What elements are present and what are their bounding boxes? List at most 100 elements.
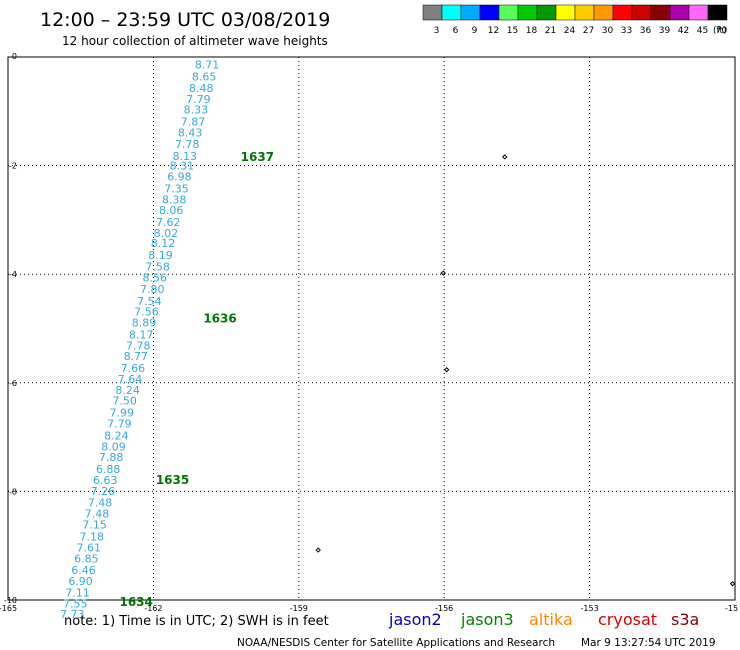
y-tick-label: -8 xyxy=(9,487,17,496)
x-tick-label: -162 xyxy=(144,604,162,613)
swh-sample: 7.11 xyxy=(65,586,90,599)
x-tick-label: -15 xyxy=(725,604,738,613)
island-markers xyxy=(315,154,736,587)
swh-sample: 8.56 xyxy=(142,271,167,284)
color-bin-label: 9 xyxy=(472,26,478,36)
time-label: 1636 xyxy=(203,312,236,326)
y-axis-ticks: 0 -2 -4 -6 -8 -10 xyxy=(4,52,17,605)
legend-cryosat: cryosat xyxy=(598,610,657,629)
swh-sample: 7.79 xyxy=(186,93,211,106)
color-bin-6 xyxy=(441,4,462,21)
color-scale-bar: 3 6 9 12 15 18 21 24 27 30 33 36 39 42 45 70(ft) xyxy=(422,4,728,36)
swh-sample: 7.62 xyxy=(156,216,181,229)
color-bin-label: 30 xyxy=(602,26,614,36)
swh-sample: 8.13 xyxy=(173,150,198,163)
x-tick-label: -156 xyxy=(435,604,453,613)
swh-sample: 7.55 xyxy=(63,597,88,610)
swh-sample: 7.58 xyxy=(145,261,170,274)
swh-sample: 7.99 xyxy=(110,407,135,420)
swh-sample: 7.56 xyxy=(134,306,159,319)
color-bin-12 xyxy=(479,4,500,21)
color-bin-42 xyxy=(669,4,690,21)
swh-sample: 8.65 xyxy=(192,71,217,84)
color-bin-33 xyxy=(612,4,633,21)
color-bin-label: 6 xyxy=(453,26,459,36)
color-bin-9 xyxy=(460,4,481,21)
y-tick-label: -4 xyxy=(9,270,17,279)
swh-sample: 8.31 xyxy=(170,160,195,173)
swh-sample: 6.63 xyxy=(93,474,118,487)
swh-sample: 8.19 xyxy=(148,249,173,262)
x-axis-ticks: -165 -162 -159 -156 -153 -15 xyxy=(0,604,738,613)
island-b xyxy=(440,270,446,276)
swh-sample: 7.50 xyxy=(112,395,137,408)
swh-sample: 8.38 xyxy=(162,193,187,206)
swh-sample: 8.43 xyxy=(178,126,203,139)
swh-sample: 8.02 xyxy=(154,227,179,240)
swh-sample: 8.48 xyxy=(189,82,214,95)
swh-sample: 7.15 xyxy=(82,519,107,532)
color-bin-label: 18 xyxy=(526,26,538,36)
swh-sample: 6.90 xyxy=(68,575,93,588)
island-d xyxy=(315,547,321,553)
color-bin-label: 70 xyxy=(716,26,728,36)
swh-sample: 8.77 xyxy=(124,350,149,363)
color-bin-27 xyxy=(574,4,595,21)
swh-sample: 7.48 xyxy=(88,496,113,509)
swh-sample: 8.33 xyxy=(184,104,209,117)
swh-sample: 8.24 xyxy=(104,429,129,442)
swh-sample: 8.17 xyxy=(129,328,154,341)
swh-sample: 7.64 xyxy=(118,373,143,386)
x-tick-label: -165 xyxy=(0,604,17,613)
color-bin-label: 33 xyxy=(621,26,632,36)
swh-sample: 7.80 xyxy=(140,283,165,296)
swh-sample: 7.26 xyxy=(91,485,116,498)
swh-sample: 8.89 xyxy=(132,317,157,330)
map-title: 12:00 – 23:59 UTC 03/08/2019 xyxy=(40,9,330,31)
time-label: 1637 xyxy=(241,150,274,164)
satellite-track: 8.718.658.487.798.337.878.437.788.138.31… xyxy=(60,59,219,622)
swh-sample: 7.48 xyxy=(85,508,110,521)
island-e xyxy=(729,581,736,587)
swh-sample: 7.73 xyxy=(60,608,85,621)
island-a xyxy=(502,154,508,160)
legend-jason2: jason2 xyxy=(388,610,442,629)
color-bin-30 xyxy=(593,4,614,21)
y-tick-label: -6 xyxy=(9,379,17,388)
map-gridlines xyxy=(8,57,735,600)
swh-sample: 6.46 xyxy=(71,564,96,577)
color-bin-label: 39 xyxy=(659,26,671,36)
map-plot-area: 8.718.658.487.798.337.878.437.788.138.31… xyxy=(7,56,736,622)
color-bin-label: 27 xyxy=(583,26,594,36)
swh-sample: 7.35 xyxy=(164,182,189,195)
swh-sample: 6.98 xyxy=(167,170,192,183)
color-bin-label: 42 xyxy=(678,26,689,36)
color-bin-70 xyxy=(707,4,728,21)
color-bin-label: 36 xyxy=(640,26,652,36)
swh-sample: 7.78 xyxy=(126,339,151,352)
map-frame xyxy=(7,56,736,601)
color-bin-39 xyxy=(650,4,671,21)
time-label: 1634 xyxy=(119,595,152,609)
color-bin-18 xyxy=(517,4,538,21)
color-bin-label: 24 xyxy=(564,26,576,36)
swh-sample: 8.24 xyxy=(115,384,140,397)
color-bin-15 xyxy=(498,4,519,21)
swh-sample: 8.12 xyxy=(151,237,176,250)
swh-sample: 7.87 xyxy=(181,116,206,129)
swh-sample: 7.88 xyxy=(99,451,124,464)
y-tick-label: -2 xyxy=(9,162,17,171)
y-tick-label: -10 xyxy=(4,596,17,605)
color-bin-label: 45 xyxy=(697,26,708,36)
footer-timestamp: Mar 9 13:27:54 UTC 2019 xyxy=(581,637,716,649)
swh-sample: 8.06 xyxy=(159,204,184,217)
swh-sample: 6.85 xyxy=(74,553,99,566)
legend-altika: altika xyxy=(529,610,573,629)
color-bin-24 xyxy=(555,4,576,21)
color-scale-unit: (ft) xyxy=(713,26,727,36)
x-tick-label: -153 xyxy=(581,604,599,613)
y-tick-label: 0 xyxy=(12,52,17,61)
satellite-legend: jason2 jason3 altika cryosat s3a xyxy=(388,610,699,629)
swh-sample: 7.79 xyxy=(107,418,132,431)
units-note: note: 1) Time is in UTC; 2) SWH is in fe… xyxy=(64,614,329,629)
